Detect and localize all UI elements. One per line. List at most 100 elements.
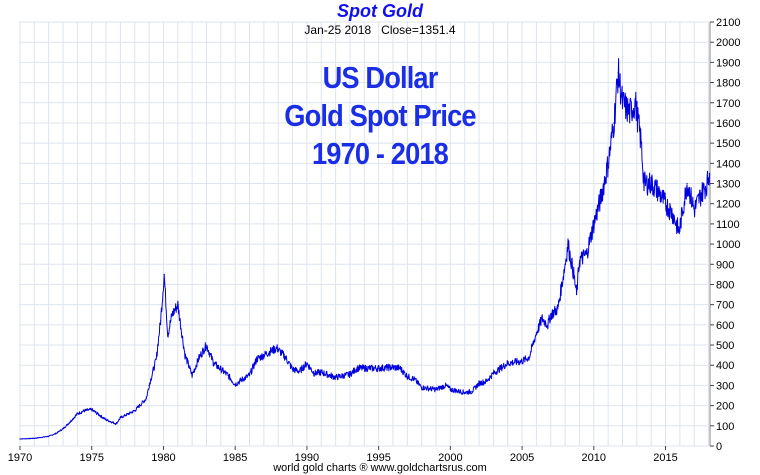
y-tick-label: 200 bbox=[716, 401, 734, 413]
y-tick-label: 600 bbox=[716, 320, 734, 332]
data-point bbox=[227, 374, 229, 376]
price-series bbox=[19, 58, 711, 440]
data-point bbox=[686, 182, 688, 185]
data-point bbox=[378, 367, 380, 369]
y-tick-label: 1600 bbox=[716, 118, 740, 130]
data-point bbox=[55, 432, 57, 435]
data-point bbox=[541, 318, 543, 320]
data-point bbox=[600, 197, 602, 199]
data-point bbox=[313, 372, 315, 374]
data-point bbox=[276, 347, 278, 349]
data-point bbox=[613, 122, 615, 124]
data-point bbox=[48, 435, 50, 437]
data-point bbox=[299, 370, 301, 372]
y-tick-label: 300 bbox=[716, 380, 734, 392]
chart-subtitle: Jan-25 2018 Close=1351.4 bbox=[0, 23, 760, 37]
data-point bbox=[471, 390, 473, 393]
y-tick-label: 1900 bbox=[716, 57, 740, 69]
data-point bbox=[256, 358, 258, 360]
y-tick-label: 1300 bbox=[716, 179, 740, 191]
data-point bbox=[105, 419, 107, 421]
data-point bbox=[98, 414, 100, 416]
data-point bbox=[672, 213, 674, 215]
overlay-subject: Gold Spot Price bbox=[284, 98, 476, 133]
data-point bbox=[306, 362, 308, 364]
data-point bbox=[535, 332, 538, 334]
data-point bbox=[578, 259, 581, 261]
data-point bbox=[356, 367, 358, 369]
data-point bbox=[617, 71, 619, 74]
data-point bbox=[693, 209, 695, 211]
y-axis: 0 100 200 300 400 500 600 700 800 900 1000 1100 1200… bbox=[710, 17, 740, 453]
data-point bbox=[557, 308, 559, 310]
data-point bbox=[706, 182, 708, 185]
data-point bbox=[449, 388, 451, 391]
x-tick-label: 1985 bbox=[223, 452, 247, 464]
x-tick-label: 2010 bbox=[582, 452, 606, 464]
overlay-period: 1970 - 2018 bbox=[312, 136, 449, 171]
y-tick-label: 800 bbox=[716, 279, 734, 291]
data-point bbox=[664, 203, 667, 205]
data-point bbox=[76, 413, 78, 415]
data-point bbox=[575, 293, 578, 296]
data-point bbox=[607, 162, 609, 164]
data-point bbox=[220, 368, 222, 370]
data-point bbox=[507, 362, 509, 364]
data-point bbox=[573, 273, 575, 275]
data-point bbox=[678, 231, 680, 233]
data-point bbox=[421, 386, 423, 389]
data-point bbox=[248, 374, 251, 376]
y-tick-label: 400 bbox=[716, 360, 734, 372]
data-point bbox=[700, 193, 702, 195]
data-point bbox=[119, 417, 122, 419]
x-tick-label: 1995 bbox=[366, 452, 390, 464]
data-point bbox=[547, 324, 549, 326]
y-tick-label: 2000 bbox=[716, 37, 740, 49]
data-point bbox=[334, 376, 337, 378]
x-tick-label: 2000 bbox=[438, 452, 462, 464]
data-point bbox=[708, 172, 711, 174]
y-tick-label: 1100 bbox=[716, 219, 740, 231]
y-tick-label: 2100 bbox=[716, 17, 740, 29]
data-point bbox=[550, 314, 552, 316]
data-point bbox=[155, 358, 157, 360]
y-tick-label: 100 bbox=[716, 421, 734, 433]
data-point bbox=[435, 388, 437, 391]
x-tick-label: 1970 bbox=[8, 452, 32, 464]
y-tick-label: 1700 bbox=[716, 98, 740, 110]
x-tick-label: 1980 bbox=[151, 452, 175, 464]
data-point bbox=[485, 380, 487, 382]
y-tick-label: 1800 bbox=[716, 78, 740, 90]
y-tick-label: 900 bbox=[716, 259, 734, 271]
data-point bbox=[167, 334, 169, 336]
data-point bbox=[399, 367, 401, 369]
x-tick-label: 1975 bbox=[79, 452, 103, 464]
data-point bbox=[406, 375, 408, 377]
y-tick-label: 1500 bbox=[716, 138, 740, 150]
data-point bbox=[349, 373, 351, 375]
data-point bbox=[213, 362, 215, 364]
data-point bbox=[134, 410, 136, 412]
data-point bbox=[413, 378, 416, 380]
y-tick-label: 1200 bbox=[716, 199, 740, 211]
x-tick-label: 2015 bbox=[653, 452, 677, 464]
data-point bbox=[567, 243, 569, 245]
data-point bbox=[205, 344, 208, 346]
data-point bbox=[62, 428, 64, 430]
data-point bbox=[640, 142, 642, 144]
x-axis: 1970 1975 1980 1985 1990 1995 2000 2005 2010 2015 bbox=[8, 446, 678, 464]
data-point bbox=[629, 112, 631, 114]
overlay-currency: US Dollar bbox=[322, 60, 439, 95]
data-point bbox=[478, 382, 480, 385]
data-point bbox=[643, 182, 645, 185]
data-point bbox=[263, 354, 265, 356]
data-point bbox=[145, 397, 147, 400]
data-point bbox=[91, 409, 93, 411]
data-point bbox=[291, 368, 294, 370]
y-tick-label: 700 bbox=[716, 300, 734, 312]
source-credit: world gold charts ® www.goldchartsrus.co… bbox=[273, 462, 487, 474]
data-point bbox=[657, 191, 659, 193]
y-tick-label: 1000 bbox=[716, 239, 740, 251]
grid bbox=[19, 21, 710, 447]
